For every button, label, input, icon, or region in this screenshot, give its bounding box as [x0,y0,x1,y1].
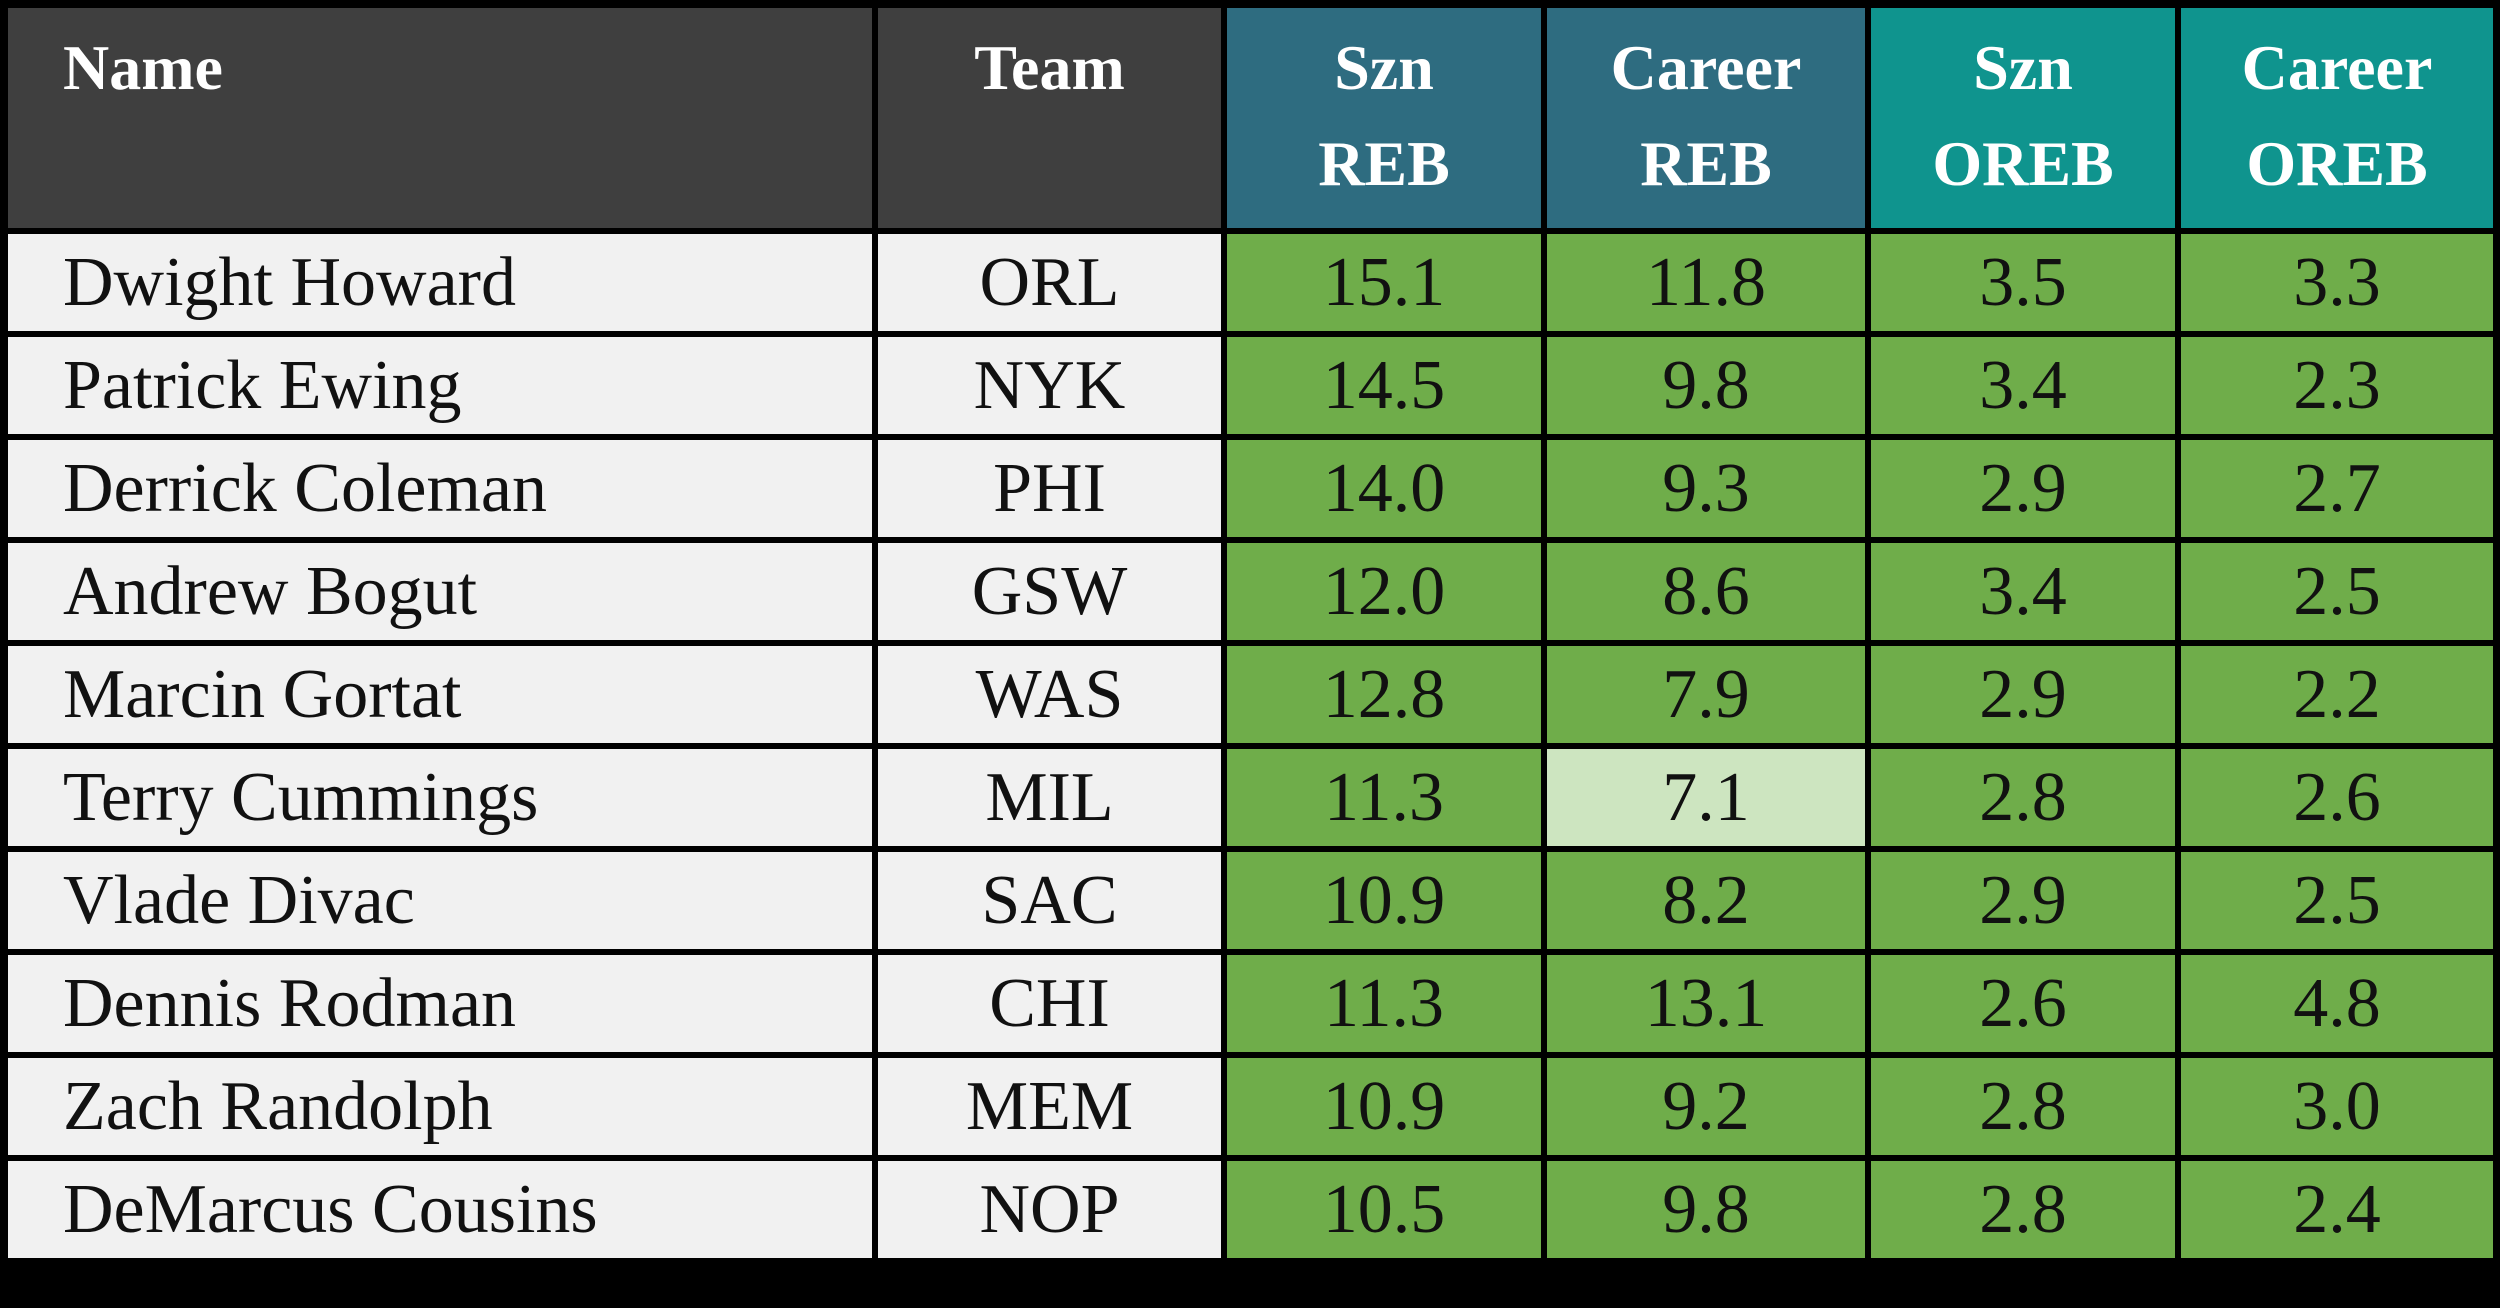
team-cell: NYK [878,337,1221,434]
player-name-cell: Terry Cummings [8,749,872,846]
column-header-name-label: Name [63,32,223,103]
szn-oreb-cell: 3.4 [1871,337,2175,434]
team-cell: GSW [878,543,1221,640]
career-oreb-cell: 3.3 [2181,234,2493,331]
szn-reb-cell: 15.1 [1227,234,1541,331]
column-header-szn-reb-line1: Szn [1334,32,1434,103]
career-oreb-cell: 2.2 [2181,646,2493,743]
team-cell: CHI [878,955,1221,1052]
player-name-cell: Derrick Coleman [8,440,872,537]
szn-reb-cell: 12.8 [1227,646,1541,743]
szn-reb-cell: 11.3 [1227,955,1541,1052]
szn-reb-cell: 10.9 [1227,852,1541,949]
szn-oreb-cell: 2.8 [1871,1161,2175,1258]
column-header-team-label: Team [974,32,1125,103]
career-reb-cell: 8.2 [1547,852,1865,949]
career-reb-cell: 9.3 [1547,440,1865,537]
career-reb-cell: 13.1 [1547,955,1865,1052]
szn-oreb-cell: 2.8 [1871,749,2175,846]
career-oreb-cell: 2.5 [2181,852,2493,949]
column-header-szn-oreb: Szn OREB [1871,8,2175,228]
column-header-szn-reb: Szn REB [1227,8,1541,228]
career-reb-cell: 7.9 [1547,646,1865,743]
column-header-career-reb-line1: Career [1610,32,1802,103]
column-header-career-reb-line2: REB [1640,128,1772,199]
column-header-szn-oreb-line1: Szn [1973,32,2073,103]
career-oreb-cell: 2.4 [2181,1161,2493,1258]
column-header-career-oreb-line1: Career [2241,32,2433,103]
player-name-cell: Zach Randolph [8,1058,872,1155]
szn-oreb-cell: 2.9 [1871,440,2175,537]
career-reb-cell: 8.6 [1547,543,1865,640]
szn-oreb-cell: 2.9 [1871,852,2175,949]
career-reb-cell: 11.8 [1547,234,1865,331]
career-oreb-cell: 4.8 [2181,955,2493,1052]
player-name-cell: Vlade Divac [8,852,872,949]
szn-reb-cell: 12.0 [1227,543,1541,640]
team-cell: NOP [878,1161,1221,1258]
column-header-career-reb: Career REB [1547,8,1865,228]
team-cell: ORL [878,234,1221,331]
szn-reb-cell: 10.9 [1227,1058,1541,1155]
szn-oreb-cell: 3.4 [1871,543,2175,640]
player-name-cell: Marcin Gortat [8,646,872,743]
team-cell: PHI [878,440,1221,537]
szn-reb-cell: 14.0 [1227,440,1541,537]
szn-oreb-cell: 3.5 [1871,234,2175,331]
career-oreb-cell: 3.0 [2181,1058,2493,1155]
career-oreb-cell: 2.3 [2181,337,2493,434]
player-name-cell: Patrick Ewing [8,337,872,434]
szn-oreb-cell: 2.8 [1871,1058,2175,1155]
career-reb-cell: 9.8 [1547,1161,1865,1258]
szn-oreb-cell: 2.6 [1871,955,2175,1052]
szn-reb-cell: 14.5 [1227,337,1541,434]
career-reb-cell: 9.2 [1547,1058,1865,1155]
szn-reb-cell: 11.3 [1227,749,1541,846]
team-cell: WAS [878,646,1221,743]
career-reb-cell: 9.8 [1547,337,1865,434]
player-name-cell: Dennis Rodman [8,955,872,1052]
team-cell: SAC [878,852,1221,949]
szn-oreb-cell: 2.9 [1871,646,2175,743]
career-oreb-cell: 2.6 [2181,749,2493,846]
szn-reb-cell: 10.5 [1227,1161,1541,1258]
player-name-cell: Andrew Bogut [8,543,872,640]
team-cell: MIL [878,749,1221,846]
column-header-name: Name [8,8,872,228]
player-name-cell: DeMarcus Cousins [8,1161,872,1258]
career-oreb-cell: 2.5 [2181,543,2493,640]
column-header-szn-reb-line2: REB [1318,128,1450,199]
column-header-career-oreb-line2: OREB [2246,128,2428,199]
column-header-career-oreb: Career OREB [2181,8,2493,228]
column-header-szn-oreb-line2: OREB [1932,128,2114,199]
highlighted-career-reb-cell: 7.1 [1547,749,1865,846]
team-cell: MEM [878,1058,1221,1155]
career-oreb-cell: 2.7 [2181,440,2493,537]
column-header-team: Team [878,8,1221,228]
player-name-cell: Dwight Howard [8,234,872,331]
